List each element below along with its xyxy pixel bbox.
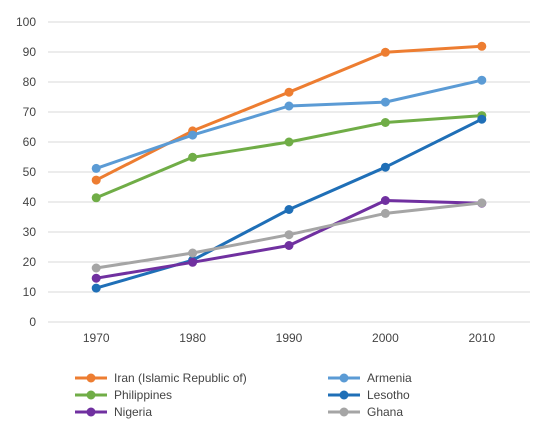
x-tick-label: 1980 [179, 331, 206, 345]
legend-item-iran-islamic-republic-of: Iran (Islamic Republic of) [75, 371, 247, 385]
data-point [284, 241, 294, 250]
y-tick-label: 0 [29, 315, 36, 329]
legend-label: Nigeria [114, 405, 152, 419]
data-point [188, 152, 198, 162]
series-philippines [91, 111, 487, 203]
series-armenia [91, 75, 487, 173]
legend-label: Philippines [114, 388, 172, 402]
y-tick-label: 80 [23, 75, 37, 89]
legend-swatch-marker [339, 390, 349, 400]
legend-label: Armenia [367, 371, 412, 385]
data-point [188, 248, 198, 258]
y-tick-label: 10 [23, 285, 37, 299]
data-point [188, 130, 198, 140]
data-point [91, 263, 101, 273]
series-lesotho [91, 114, 487, 293]
legend-item-ghana: Ghana [328, 405, 403, 419]
y-tick-label: 20 [23, 255, 37, 269]
y-tick-label: 40 [23, 195, 37, 209]
series-iran-islamic-republic-of [91, 41, 487, 185]
data-point [380, 196, 390, 205]
data-point [91, 175, 101, 185]
data-point [380, 47, 390, 57]
x-tick-label: 2010 [468, 331, 495, 345]
legend-item-nigeria: Nigeria [75, 405, 152, 419]
legend-swatch-marker [86, 373, 96, 383]
x-tick-label: 1970 [83, 331, 110, 345]
legend-swatch-marker [339, 407, 349, 417]
y-tick-label: 30 [23, 225, 37, 239]
data-point [188, 257, 198, 267]
data-point [477, 75, 487, 85]
legend-label: Lesotho [367, 388, 410, 402]
data-point [477, 198, 487, 208]
legend-label: Ghana [367, 405, 403, 419]
legend: Iran (Islamic Republic of) Armenia Philipp… [75, 371, 412, 419]
y-tick-label: 100 [16, 15, 36, 29]
data-point [91, 163, 101, 173]
data-point [284, 87, 294, 97]
data-point [284, 205, 294, 214]
x-axis: 1970 1980 1990 2000 2010 [83, 331, 496, 345]
gridlines [48, 21, 530, 323]
data-point [380, 97, 390, 107]
data-point [380, 118, 390, 127]
data-point [91, 273, 101, 283]
series-line [94, 44, 484, 182]
data-point [284, 230, 294, 240]
data-point [380, 208, 390, 218]
data-point [284, 101, 294, 111]
data-point [284, 137, 294, 147]
data-point [477, 114, 487, 124]
series-line [94, 114, 484, 200]
y-axis: 0 10 20 30 40 50 60 70 80 90 100 [16, 15, 36, 329]
data-point [91, 193, 101, 203]
plot-area [91, 41, 487, 293]
y-tick-label: 50 [23, 165, 37, 179]
data-point [380, 162, 390, 172]
legend-item-philippines: Philippines [75, 388, 172, 402]
legend-swatch-marker [86, 407, 96, 417]
legend-swatch-marker [339, 373, 349, 383]
y-tick-label: 90 [23, 45, 37, 59]
x-tick-label: 2000 [372, 331, 399, 345]
legend-item-lesotho: Lesotho [328, 388, 410, 402]
legend-swatch-marker [86, 390, 96, 400]
legend-item-armenia: Armenia [328, 371, 412, 385]
series-ghana [91, 198, 487, 273]
data-point [477, 41, 487, 51]
data-point [91, 283, 101, 293]
y-tick-label: 70 [23, 105, 37, 119]
x-tick-label: 1990 [276, 331, 303, 345]
legend-label: Iran (Islamic Republic of) [114, 371, 247, 385]
y-tick-label: 60 [23, 135, 37, 149]
